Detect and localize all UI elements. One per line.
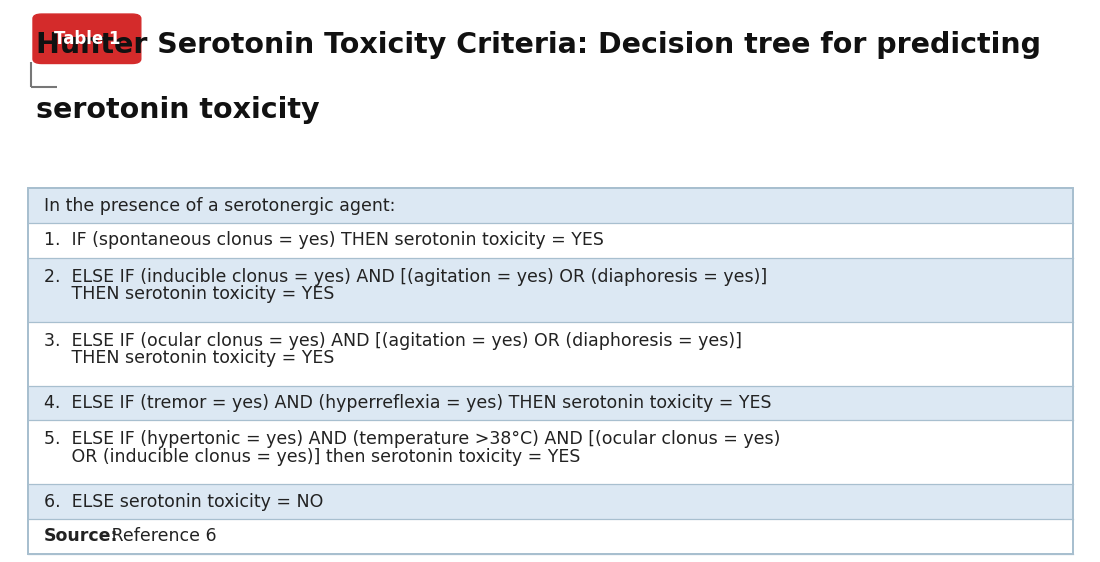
Text: 5.  ELSE IF (hypertonic = yes) AND (temperature >38°C) AND [(ocular clonus = yes: 5. ELSE IF (hypertonic = yes) AND (tempe… xyxy=(44,430,780,448)
Bar xyxy=(28,321,1072,386)
Bar xyxy=(28,484,1072,519)
Text: 2.  ELSE IF (inducible clonus = yes) AND [(agitation = yes) OR (diaphoresis = ye: 2. ELSE IF (inducible clonus = yes) AND … xyxy=(44,268,768,285)
Bar xyxy=(28,420,1072,484)
Text: serotonin toxicity: serotonin toxicity xyxy=(36,96,320,124)
Text: THEN serotonin toxicity = YES: THEN serotonin toxicity = YES xyxy=(44,285,334,303)
Text: OR (inducible clonus = yes)] then serotonin toxicity = YES: OR (inducible clonus = yes)] then seroto… xyxy=(44,448,581,466)
Text: Reference 6: Reference 6 xyxy=(106,527,217,545)
Bar xyxy=(28,223,1072,257)
Bar xyxy=(28,188,1072,223)
Bar xyxy=(28,257,1072,321)
Bar xyxy=(28,188,1072,554)
Text: 1.  IF (spontaneous clonus = yes) THEN serotonin toxicity = YES: 1. IF (spontaneous clonus = yes) THEN se… xyxy=(44,231,604,249)
FancyBboxPatch shape xyxy=(33,14,141,64)
Text: Hunter Serotonin Toxicity Criteria: Decision tree for predicting: Hunter Serotonin Toxicity Criteria: Deci… xyxy=(36,31,1042,59)
Text: Source:: Source: xyxy=(44,527,119,545)
Bar xyxy=(28,519,1072,554)
Text: THEN serotonin toxicity = YES: THEN serotonin toxicity = YES xyxy=(44,349,334,367)
Text: In the presence of a serotonergic agent:: In the presence of a serotonergic agent: xyxy=(44,197,395,215)
Bar xyxy=(28,188,1072,554)
Text: 6.  ELSE serotonin toxicity = NO: 6. ELSE serotonin toxicity = NO xyxy=(44,493,323,511)
Bar xyxy=(28,386,1072,420)
Text: Table 1: Table 1 xyxy=(54,30,120,48)
Text: 3.  ELSE IF (ocular clonus = yes) AND [(agitation = yes) OR (diaphoresis = yes)]: 3. ELSE IF (ocular clonus = yes) AND [(a… xyxy=(44,332,742,350)
Text: 4.  ELSE IF (tremor = yes) AND (hyperreflexia = yes) THEN serotonin toxicity = Y: 4. ELSE IF (tremor = yes) AND (hyperrefl… xyxy=(44,394,771,412)
